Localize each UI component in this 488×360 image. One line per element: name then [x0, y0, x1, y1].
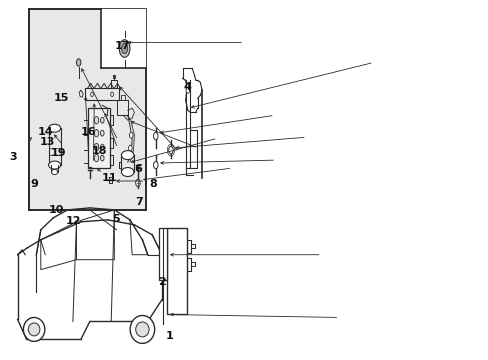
Text: 8: 8	[149, 179, 157, 189]
Ellipse shape	[28, 323, 40, 336]
Circle shape	[101, 117, 104, 123]
Text: 15: 15	[54, 93, 69, 103]
Ellipse shape	[23, 318, 45, 341]
Circle shape	[101, 130, 104, 136]
Text: 17: 17	[115, 41, 130, 50]
Circle shape	[94, 144, 99, 151]
Text: 2: 2	[158, 277, 165, 287]
Text: 5: 5	[111, 215, 119, 224]
Bar	[87, 108, 110, 168]
Ellipse shape	[48, 124, 61, 132]
Circle shape	[168, 147, 173, 154]
Text: 7: 7	[135, 197, 142, 207]
Ellipse shape	[136, 322, 149, 337]
Circle shape	[129, 132, 133, 138]
Bar	[159, 228, 166, 280]
Text: 19: 19	[51, 148, 66, 158]
Circle shape	[101, 144, 104, 150]
Text: 3: 3	[9, 152, 17, 162]
Circle shape	[128, 145, 132, 151]
Text: 13: 13	[40, 138, 55, 147]
Circle shape	[76, 59, 81, 66]
Circle shape	[94, 154, 99, 162]
Text: 10: 10	[48, 206, 64, 216]
Circle shape	[94, 130, 99, 137]
Text: 11: 11	[102, 173, 117, 183]
Text: 1: 1	[165, 331, 173, 341]
Text: 4: 4	[183, 82, 190, 92]
Text: 18: 18	[91, 146, 107, 156]
Circle shape	[119, 40, 130, 57]
Circle shape	[111, 92, 113, 96]
Circle shape	[101, 155, 104, 161]
Circle shape	[186, 87, 189, 93]
Bar	[101, 9, 146, 68]
Text: 9: 9	[30, 179, 39, 189]
Circle shape	[153, 161, 158, 169]
Ellipse shape	[51, 170, 58, 175]
Text: 14: 14	[38, 127, 53, 136]
Ellipse shape	[121, 167, 134, 176]
Circle shape	[94, 117, 99, 124]
Circle shape	[136, 179, 140, 186]
Ellipse shape	[48, 161, 61, 169]
Circle shape	[91, 92, 93, 96]
Text: 16: 16	[81, 127, 97, 136]
Text: 12: 12	[66, 216, 81, 226]
Bar	[166, 228, 186, 315]
Circle shape	[153, 132, 158, 140]
Bar	[29, 9, 146, 210]
Circle shape	[121, 43, 127, 54]
Ellipse shape	[121, 150, 134, 159]
Text: 6: 6	[134, 164, 142, 174]
Ellipse shape	[130, 315, 154, 343]
